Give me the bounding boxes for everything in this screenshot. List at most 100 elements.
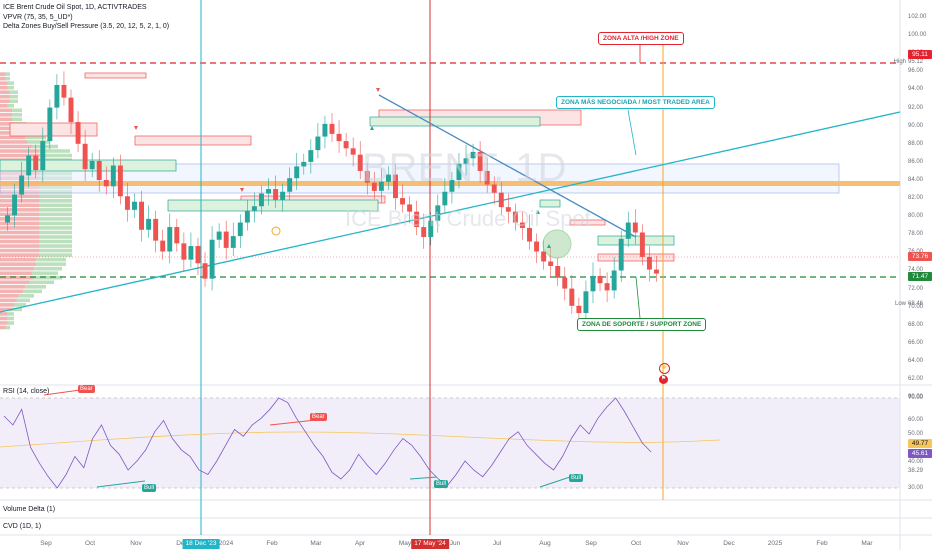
- price-tick: 68.00: [908, 321, 924, 328]
- symbol-legend[interactable]: ICE Brent Crude Oil Spot, 1D, ACTIVTRADE…: [3, 4, 147, 11]
- candle-body: [618, 238, 624, 271]
- vp-bar-buy: [39, 194, 72, 199]
- candle-body: [160, 240, 166, 252]
- rsi-line: [3, 397, 652, 489]
- vp-bar-buy: [39, 221, 72, 226]
- vp-bar-buy: [9, 90, 18, 94]
- candle-body: [583, 291, 589, 314]
- candle-body: [597, 275, 603, 284]
- candle-body: [371, 182, 377, 191]
- candle-body: [477, 151, 483, 171]
- candle-body: [414, 211, 420, 228]
- time-tick: 2024: [218, 540, 234, 547]
- vp-bar-sell: [0, 144, 32, 149]
- vp-bar-buy: [5, 72, 10, 76]
- candle-body: [470, 151, 476, 159]
- cvd-legend[interactable]: CVD (1D, 1): [3, 523, 42, 530]
- price-tick: 90.00: [908, 122, 924, 129]
- alert-icon[interactable]: ⚡: [659, 363, 670, 374]
- candle-body: [449, 179, 455, 192]
- demand-zone-5: [539, 199, 561, 208]
- vp-bar-sell: [0, 126, 19, 131]
- vp-bar-buy: [14, 303, 26, 307]
- candle-body: [68, 97, 74, 123]
- vp-bar-sell: [0, 294, 19, 298]
- sell-signal-1: [376, 88, 380, 92]
- support-tag: 71.47: [908, 272, 932, 281]
- vp-bar-buy: [9, 94, 18, 99]
- candle-body: [590, 275, 596, 292]
- vp-bar-buy: [27, 140, 50, 144]
- time-tick: Dec: [723, 540, 735, 547]
- time-tick: Mar: [861, 540, 873, 547]
- rsi-tag-current: 45.61: [908, 449, 932, 458]
- price-tick: 62.00: [908, 376, 924, 382]
- candle-body: [244, 210, 250, 223]
- candle-body: [216, 231, 222, 240]
- price-tick: 64.00: [908, 357, 924, 364]
- rsi-tick-38: 38.29: [908, 468, 924, 474]
- candle-body: [491, 184, 497, 193]
- vp-bar-buy: [12, 113, 22, 117]
- vp-bar-buy: [7, 316, 14, 321]
- vp-bar-sell: [0, 122, 15, 126]
- price-tick: 82.00: [908, 195, 924, 201]
- vp-bar-buy: [39, 239, 72, 244]
- high-tag: 95.11: [908, 50, 932, 59]
- rsi-band: [0, 398, 900, 488]
- vp-bar-sell: [0, 303, 15, 307]
- candle-body: [548, 261, 554, 266]
- candle-body: [400, 198, 406, 205]
- vp-bar-buy: [12, 117, 22, 122]
- price-tick: 88.00: [908, 140, 924, 147]
- vp-bar-sell: [0, 203, 40, 208]
- candle-body: [435, 205, 441, 221]
- time-tick: Sep: [585, 540, 597, 547]
- candle-body: [258, 193, 264, 207]
- vp-bar-sell: [0, 113, 13, 117]
- vp-bar-buy: [39, 244, 72, 248]
- vp-bar-buy: [7, 312, 14, 316]
- time-tick: Oct: [84, 540, 96, 547]
- rsi-bull-div-3: [539, 475, 574, 488]
- support-leader: [635, 276, 641, 319]
- vp-bar-sell: [0, 262, 37, 266]
- volume-delta-legend[interactable]: Volume Delta (1): [3, 506, 56, 513]
- vp-bar-sell: [0, 284, 26, 289]
- rsi-tag-upper: 49.77: [908, 439, 932, 448]
- flag-icon[interactable]: ⚑: [659, 375, 668, 384]
- candle-body: [442, 191, 448, 206]
- vp-bar-buy: [39, 199, 72, 203]
- most-traded-leader: [627, 109, 637, 156]
- delta-zones-legend[interactable]: Delta Zones Buy/Sell Pressure (3.5, 20, …: [3, 23, 170, 30]
- vp-bar-sell: [0, 135, 26, 140]
- vp-bar-sell: [0, 244, 40, 248]
- candle-body: [611, 270, 617, 291]
- candle-body: [47, 107, 53, 142]
- demand-zone-2: [167, 199, 379, 212]
- rsi-bull-label-1: Bull: [142, 484, 157, 492]
- vp-bar-buy: [31, 271, 58, 275]
- time-tick: Dec: [176, 540, 188, 547]
- vpvr-legend[interactable]: VPVR (75, 35, 5_UD*): [3, 14, 73, 21]
- rsi-bull-label-2: Bull: [434, 480, 449, 488]
- candle-body: [519, 222, 525, 228]
- falling-trendline: [378, 94, 637, 238]
- candle-body: [40, 141, 46, 171]
- candle-body: [223, 231, 229, 248]
- vp-bar-buy: [7, 321, 14, 325]
- candle-body: [357, 154, 363, 171]
- rsi-legend[interactable]: RSI (14, close): [3, 388, 50, 395]
- price-tick: 92.00: [908, 104, 924, 111]
- price-tick: 70.00: [908, 303, 924, 310]
- candle-body: [329, 123, 335, 134]
- breakout-circle: [542, 229, 572, 259]
- rsi-bull-div-1: [96, 480, 146, 488]
- price-tick: 72.00: [908, 285, 924, 292]
- candle-body: [54, 84, 60, 108]
- time-tick: 2025: [767, 540, 783, 547]
- time-tick: May: [398, 540, 412, 547]
- price-tick: 60.00: [908, 394, 924, 401]
